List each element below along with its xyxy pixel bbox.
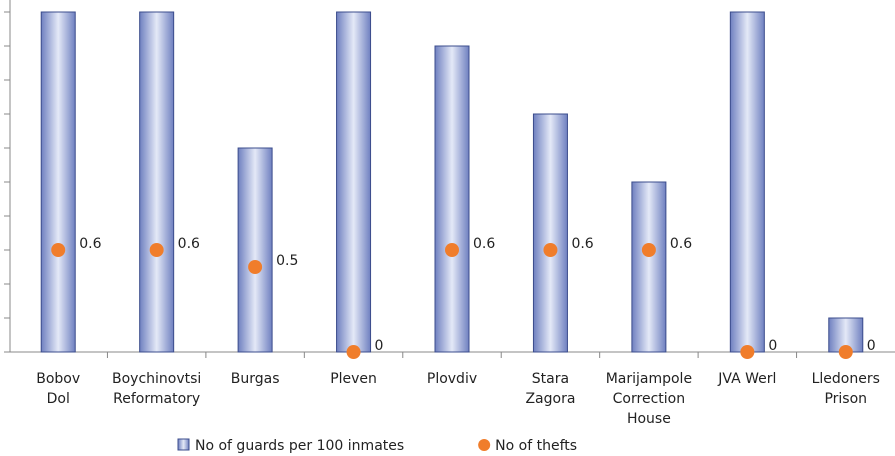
bar	[336, 11, 372, 353]
bar	[40, 11, 76, 353]
x-tick-label: Burgas	[230, 371, 280, 387]
data-label: 0	[375, 338, 384, 354]
legend-label: No of guards per 100 inmates	[195, 438, 404, 454]
dot	[543, 243, 558, 257]
x-tick-label: Plovdiv	[426, 371, 478, 387]
data-label: 0.6	[473, 236, 495, 252]
dot	[248, 260, 263, 274]
data-label: 0.6	[79, 236, 101, 252]
x-tick-label: Lledoners Prison	[811, 371, 880, 407]
bar	[434, 45, 470, 353]
bar	[631, 181, 667, 353]
data-label: 0	[768, 338, 777, 354]
x-tick-label: JVA Werl	[718, 371, 777, 387]
dot	[149, 243, 164, 257]
data-label: 0.6	[178, 236, 200, 252]
bar	[532, 113, 568, 353]
bar	[139, 11, 175, 353]
dot	[445, 243, 459, 257]
legend-swatch	[478, 439, 491, 451]
dot	[346, 345, 361, 359]
x-tick-label: Bobov Dol	[36, 371, 81, 407]
legend-label: No of thefts	[495, 438, 577, 454]
x-tick-label: Pleven	[330, 371, 377, 387]
bar	[237, 147, 273, 353]
dot	[838, 345, 853, 359]
dot	[51, 243, 66, 257]
data-label: 0.6	[670, 236, 692, 252]
dot	[641, 243, 656, 257]
data-label: 0.5	[276, 253, 298, 269]
data-label: 0.6	[571, 236, 593, 252]
x-tick-label: Marijampole Correction House	[605, 371, 693, 427]
x-tick-label: Boychinovtsi Reformatory	[112, 371, 202, 407]
data-label: 0	[867, 338, 876, 354]
legend-swatch	[177, 438, 190, 451]
bar	[729, 11, 765, 353]
x-tick-label: Stara Zagora	[525, 371, 576, 407]
dot	[740, 345, 755, 359]
